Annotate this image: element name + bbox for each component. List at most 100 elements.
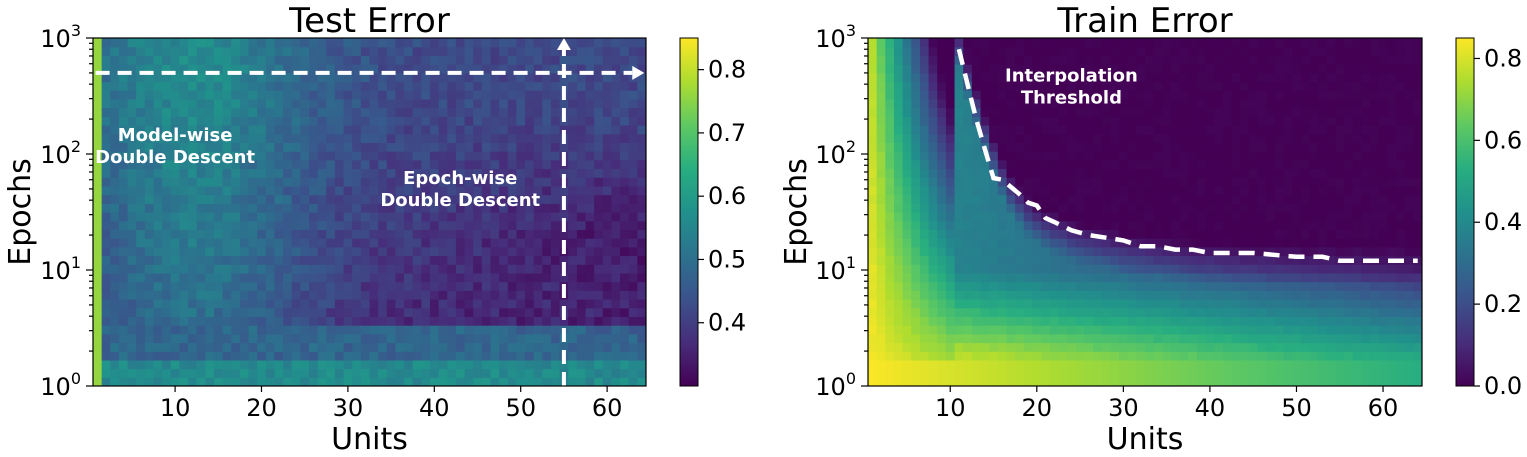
heatmap-cell [283,290,293,300]
heatmap-cell [110,81,120,91]
heatmap-cell [1352,38,1363,48]
heatmap-cell [257,64,267,74]
heatmap-cell [291,255,301,265]
heatmap-cell [343,159,353,170]
heatmap-cell [620,194,630,204]
heatmap-cell [136,316,146,326]
heatmap-cell [136,272,146,283]
heatmap-cell [1214,168,1224,178]
y-axis-label: Epochs [3,158,38,266]
heatmap-cell [378,377,388,386]
heatmap-cell [1084,281,1094,291]
heatmap-cell [945,125,956,135]
heatmap-cell [481,142,492,152]
heatmap-cell [1222,333,1233,344]
heatmap-cell [1222,264,1233,274]
heatmap-cell [628,212,638,222]
heatmap-cell [265,220,276,230]
heatmap-cell [300,307,310,317]
heatmap-cell [1049,333,1060,344]
heatmap-cell [1240,272,1250,283]
heatmap-cell [395,46,405,56]
heatmap-cell [1361,107,1371,117]
heatmap-cell [980,316,990,326]
heatmap-cell [162,307,172,317]
heatmap-cell [1084,316,1094,326]
heatmap-cell [1041,38,1051,48]
heatmap-cell [576,325,587,335]
heatmap-cell [499,72,509,83]
heatmap-cell [1119,55,1129,65]
heatmap-cell [585,368,595,378]
heatmap-cell [568,368,578,378]
heatmap-cell [153,220,163,230]
heatmap-cell [1015,98,1025,109]
heatmap-cell [1292,116,1302,126]
heatmap-cell [954,325,964,335]
heatmap-cell [1196,342,1207,352]
heatmap-cell [93,238,103,248]
heatmap-cell [1361,116,1371,126]
heatmap-cell [611,55,621,65]
heatmap-cell [594,203,604,213]
heatmap-cell [1032,46,1042,56]
heatmap-cell [1318,185,1328,196]
heatmap-cell [550,368,561,378]
heatmap-cell [1283,46,1293,56]
heatmap-cell [309,238,319,248]
heatmap-cell [1153,133,1163,143]
heatmap-cell [343,203,353,213]
heatmap-cell [919,72,930,83]
heatmap-cell [1093,133,1103,143]
heatmap-cell [1274,81,1285,91]
heatmap-cell [585,46,595,56]
heatmap-cell [525,264,535,274]
heatmap-cell [231,238,241,248]
heatmap-cell [1119,299,1129,309]
heatmap-cell [93,255,103,265]
heatmap-cell [1292,264,1302,274]
heatmap-cell [902,107,912,117]
heatmap-cell [628,220,638,230]
heatmap-cell [1058,342,1068,352]
heatmap-cell [481,307,492,317]
heatmap-cell [248,72,258,83]
heatmap-cell [317,272,327,283]
heatmap-cell [1032,64,1042,74]
heatmap-cell [1196,290,1207,300]
heatmap-cell [594,333,604,344]
heatmap-cell [945,368,956,378]
heatmap-cell [136,264,146,274]
heatmap-cell [248,194,258,204]
heatmap-cell [971,38,982,48]
heatmap-cell [239,125,250,135]
heatmap-cell [421,133,431,143]
heatmap-cell [1240,212,1250,222]
heatmap-cell [1170,159,1181,170]
heatmap-cell [594,55,604,65]
heatmap-cell [1370,177,1380,187]
heatmap-cell [170,159,181,170]
heatmap-cell [516,290,526,300]
heatmap-cell [257,351,267,361]
heatmap-cell [205,377,215,386]
heatmap-cell [188,238,198,248]
heatmap-cell [1292,220,1302,230]
heatmap-cell [1067,125,1077,135]
heatmap-cell [1300,264,1311,274]
heatmap-cell [1015,185,1025,196]
heatmap-cell [1344,290,1354,300]
heatmap-cell [464,116,474,126]
heatmap-cell [231,168,241,178]
heatmap-cell [1352,203,1363,213]
heatmap-cell [464,264,474,274]
heatmap-cell [447,238,457,248]
heatmap-cell [309,185,319,196]
heatmap-cell [1300,38,1311,48]
heatmap-cell [963,151,973,161]
heatmap-cell [447,90,457,100]
heatmap-cell [1231,255,1241,265]
heatmap-cell [1093,212,1103,222]
heatmap-cell [421,377,431,386]
heatmap-cell [499,238,509,248]
